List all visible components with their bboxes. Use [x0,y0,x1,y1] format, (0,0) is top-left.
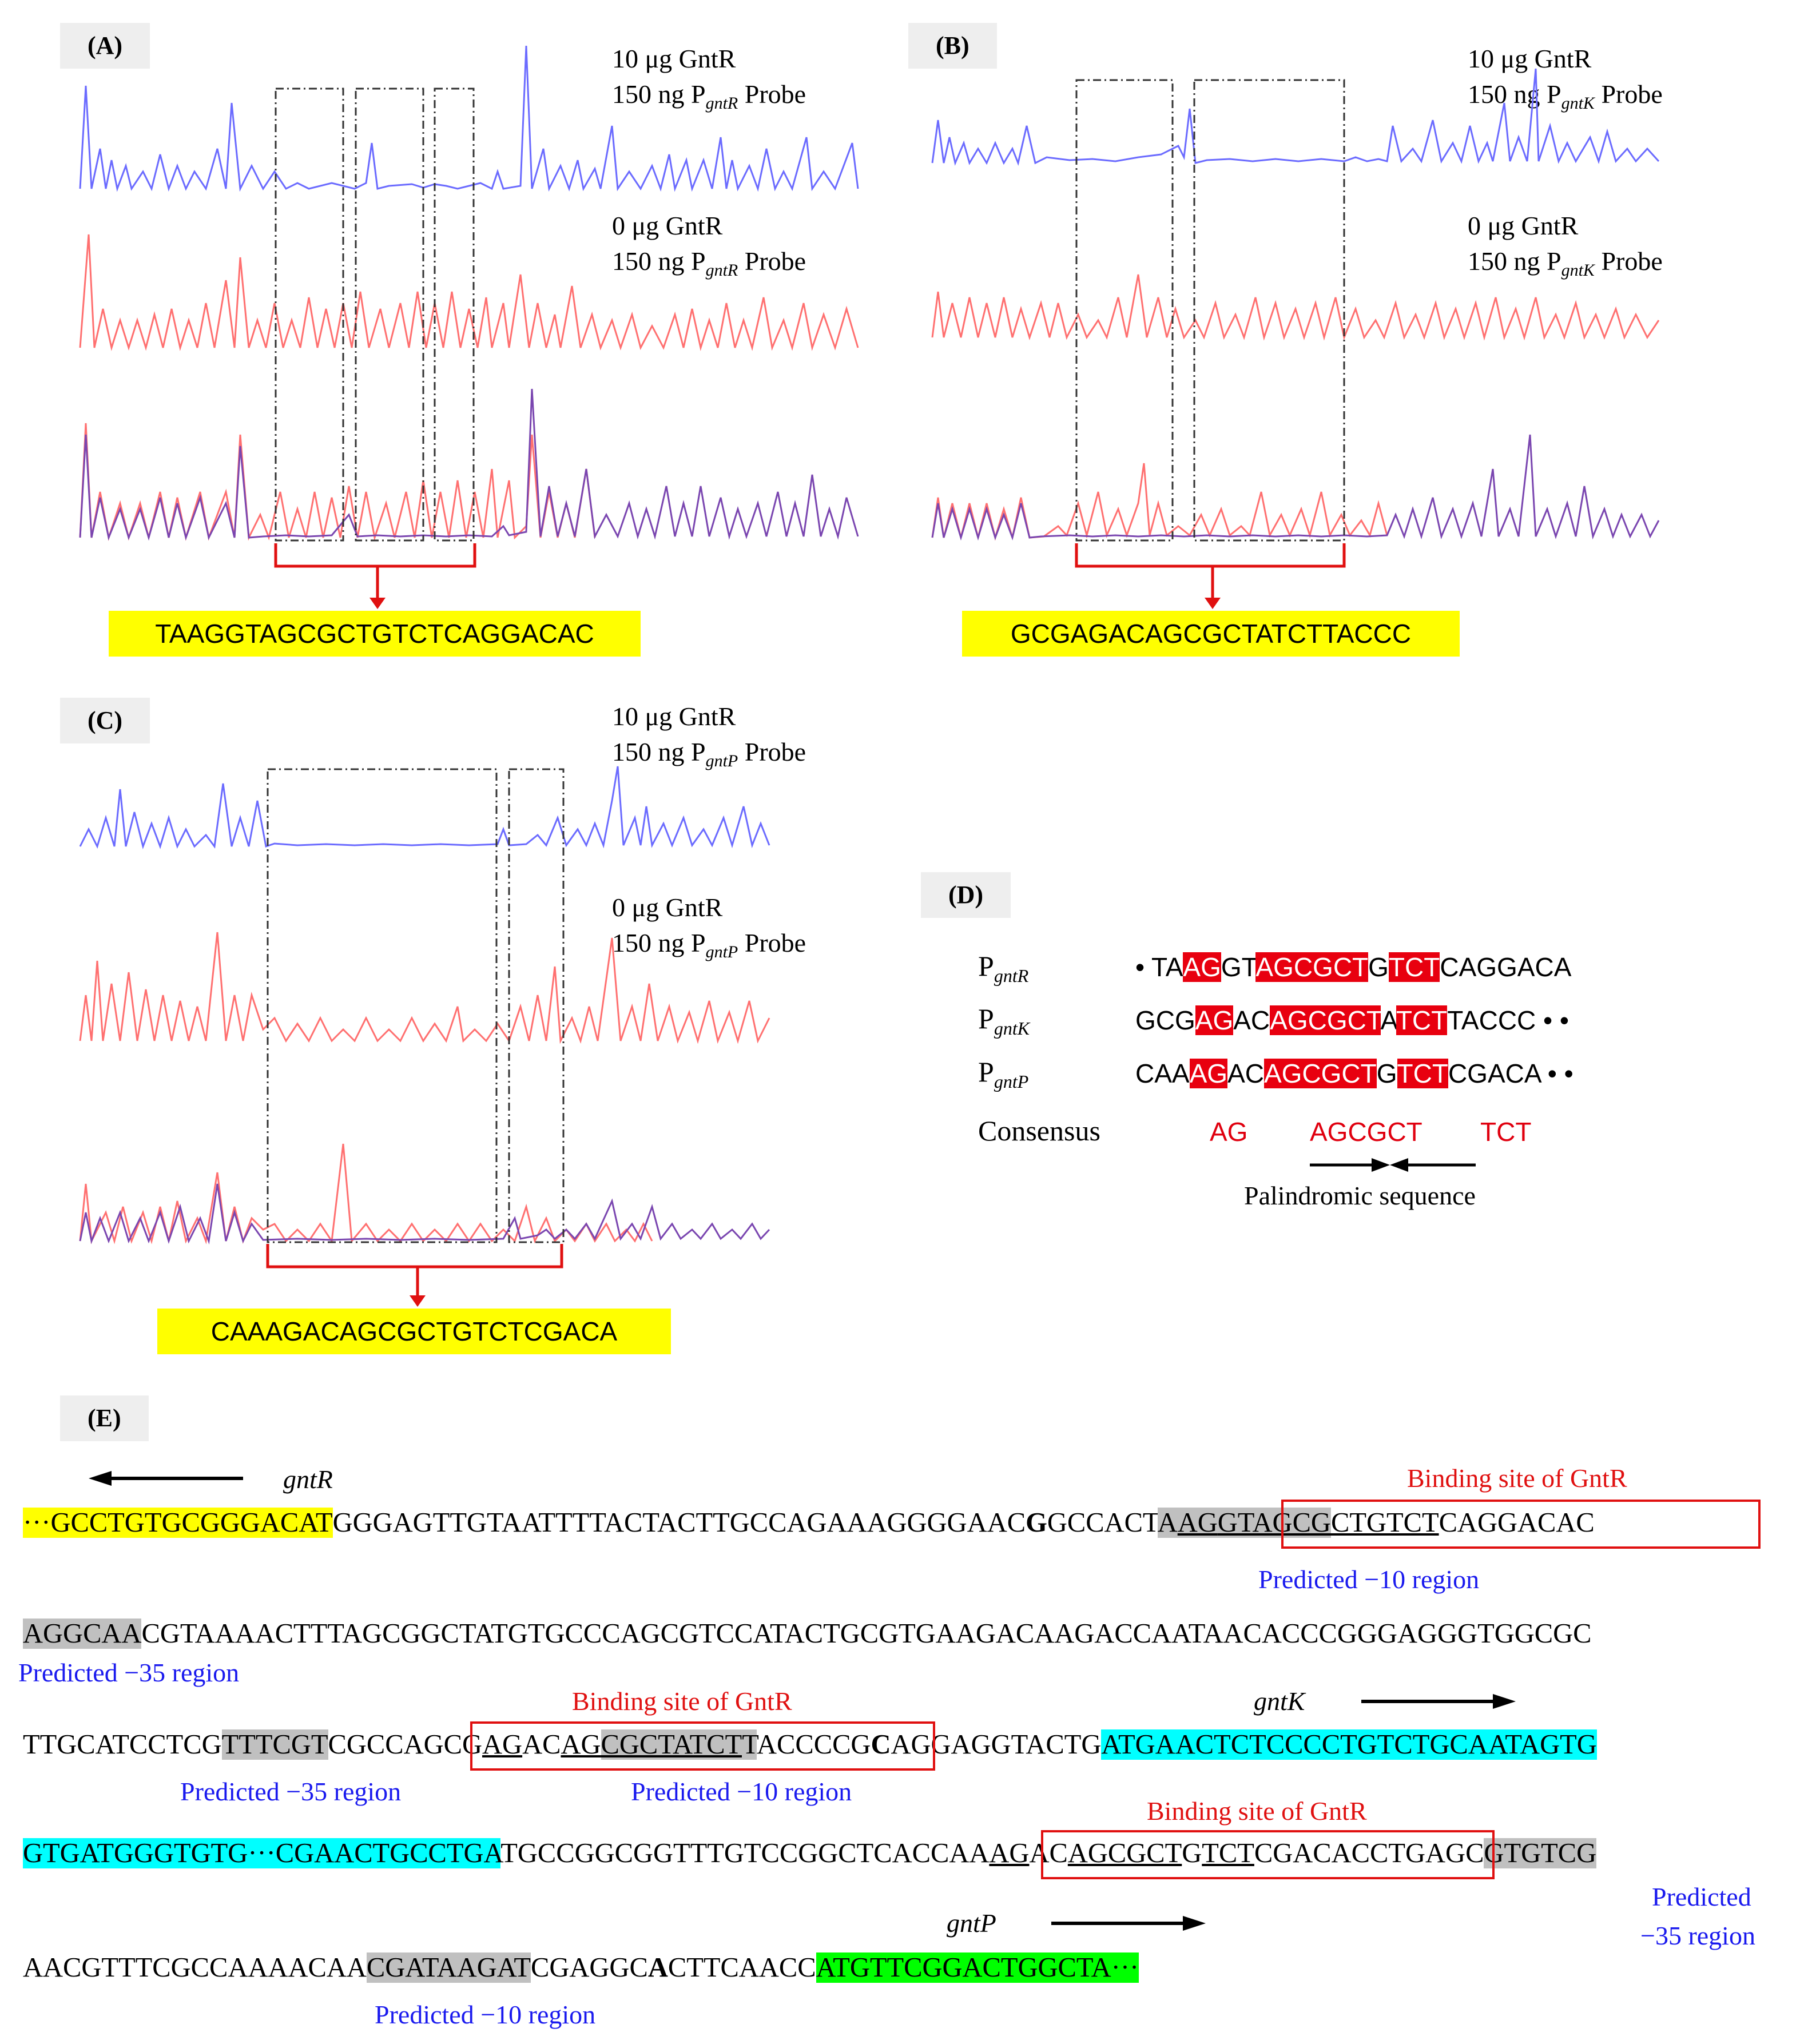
panel-c-arrowhead [410,1295,426,1307]
binding-site-box-1 [1281,1500,1761,1549]
panel-e-label: (E) [60,1395,149,1441]
panel-c-cond2: 0 μg GntR 150 ng PgntP Probe [612,893,806,962]
panel-d-seq-gntr: • TAAGGTAGCGCTGTCTCAGGACA [1135,952,1572,982]
panel-a-bracket [274,543,476,598]
panel-a-box2 [355,88,424,542]
panel-b-box1 [1075,79,1174,542]
binding-site-label-3: Binding site of GntR [1147,1796,1367,1826]
panel-a-label: (A) [60,23,150,69]
panel-b-trace-blue [931,68,1660,166]
binding-site-box-2 [470,1721,935,1771]
panel-a-trace-red-overlay [79,423,596,541]
seq-line-3: TTGCATCCTCGTTTCGTCGCCAGCGAGACAGCGCTATCTT… [23,1729,1597,1760]
panel-d-consensus-agcgct: AGCGCT [1310,1117,1422,1147]
gene-label-gntp: gntP [947,1908,996,1938]
panel-a-trace-overlay [79,388,859,541]
panel-d-consensus-label: Consensus [978,1115,1100,1147]
seq-line-1: ···GCCTGTGCGGGACATGGGAGTTGTAATTTTACTACTT… [23,1508,1595,1538]
panel-c-trace-overlay [79,1183,770,1244]
panel-d-palindrome-label: Palindromic sequence [1244,1181,1476,1210]
predicted-minus35-label-2: Predicted −35 region [180,1777,402,1806]
panel-d-palindrome-arrows [1310,1158,1476,1172]
panel-d-seq-gntk: GCGAGACAGCGCTATCTTACCC • • [1135,1005,1569,1035]
panel-b-arrowhead [1205,598,1221,609]
panel-c-cond1: 10 μg GntR 150 ng PgntP Probe [612,702,806,771]
panel-d-seq-gntp: CAAAGACAGCGCTGTCTCGACA • • [1135,1059,1573,1088]
panel-d-name-gntk: PgntK [978,1003,1030,1039]
predicted-minus10-label-2: Predicted −10 region [631,1777,852,1806]
panel-d-consensus-tct: TCT [1480,1117,1532,1147]
panel-b-label: (B) [908,23,997,69]
seq-line-5: AACGTTTCGCCAAAACAACGATAAGATCGAGGCACTTCAA… [23,1952,1139,1983]
panel-c-trace-red-overlay [79,1143,653,1244]
binding-site-label-2: Binding site of GntR [572,1687,792,1716]
predicted-minus35-label-3b: −35 region [1640,1921,1755,1950]
panel-c-label: (C) [60,698,150,743]
predicted-minus35-label-3a: Predicted [1652,1882,1751,1911]
panel-a-cond2: 0 μg GntR 150 ng PgntR Probe [612,211,806,280]
panel-a-box3 [434,88,475,542]
panel-a-cond1: 10 μg GntR 150 ng PgntR Probe [612,44,806,113]
panel-c-trace-red [79,932,770,1044]
binding-site-box-3 [1041,1830,1495,1879]
panel-a-box1 [275,88,344,542]
gene-label-gntk: gntK [1254,1687,1305,1716]
predicted-minus10-label-1: Predicted −10 region [1258,1565,1480,1594]
panel-a-sequence: TAAGGTAGCGCTGTCTCAGGACAC [109,611,641,657]
panel-d-name-gntp: PgntP [978,1056,1029,1092]
panel-c-sequence: CAAAGACAGCGCTGTCTCGACA [157,1309,671,1354]
panel-c-electropherograms [79,766,770,1307]
panel-b-bracket [1075,543,1346,598]
panel-b-trace-red-overlay [931,463,1388,541]
panel-d-label: (D) [921,872,1011,918]
seq-line-2: AGGCAACGTAAAACTTTAGCGGCTATGTGCCCAGCGTCCA… [23,1619,1592,1649]
seq-line-4: GTGATGGGTGTG···CGAACTGCCTGATGCCGGCGGTTTG… [23,1838,1597,1868]
panel-c-bracket [266,1244,563,1295]
panel-b-trace-red [931,274,1660,341]
panel-c-box1 [267,768,498,1243]
panel-b-cond1: 10 μg GntR 150 ng PgntK Probe [1468,44,1663,113]
panel-d-consensus-ag: AG [1210,1117,1248,1147]
predicted-minus35-label-1: Predicted −35 region [18,1658,240,1687]
gene-label-gntr: gntR [283,1465,333,1494]
panel-a-electropherograms [79,45,859,609]
panel-b-trace-overlay [931,434,1660,541]
gntp-arrow-icon [1051,1916,1206,1931]
panel-a-arrowhead [369,598,386,609]
panel-b-sequence: GCGAGACAGCGCTATCTTACCC [962,611,1460,657]
panel-b-electropherograms [931,68,1660,609]
panel-c-trace-blue [79,766,770,850]
binding-site-label-1: Binding site of GntR [1407,1464,1627,1493]
panel-d-name-gntr: PgntR [978,950,1029,986]
panel-c-box2 [508,768,565,1243]
gntk-arrow-icon [1361,1694,1516,1709]
panel-a-trace-red [79,234,859,351]
predicted-minus10-label-3: Predicted −10 region [375,2000,596,2029]
gntr-arrow-icon [89,1471,243,1486]
panel-b-cond2: 0 μg GntR 150 ng PgntK Probe [1468,211,1663,280]
panel-a-trace-blue [79,45,859,192]
panel-b-box2 [1193,79,1345,542]
